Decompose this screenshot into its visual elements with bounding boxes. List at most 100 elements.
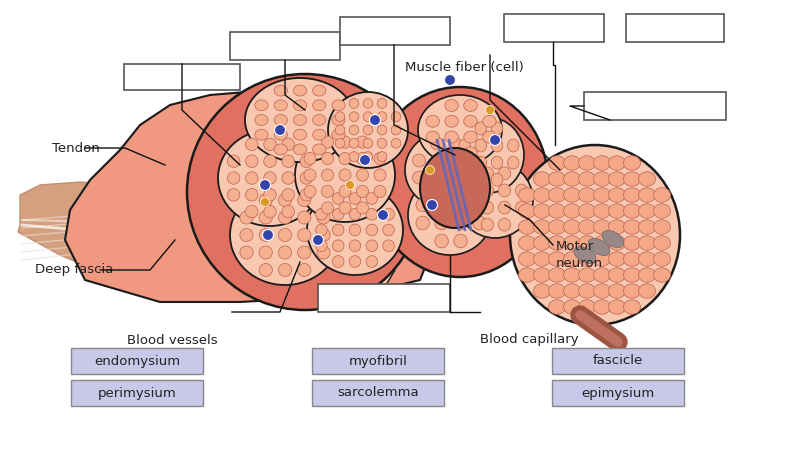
Ellipse shape — [282, 205, 294, 218]
Bar — [71, 380, 203, 406]
Ellipse shape — [328, 92, 408, 168]
Ellipse shape — [534, 220, 550, 234]
Ellipse shape — [594, 204, 610, 218]
Ellipse shape — [638, 236, 655, 250]
Text: Muscle fiber (cell): Muscle fiber (cell) — [405, 62, 524, 75]
Circle shape — [490, 135, 501, 145]
Ellipse shape — [416, 216, 430, 230]
Ellipse shape — [357, 136, 369, 148]
Ellipse shape — [333, 256, 344, 267]
Ellipse shape — [638, 172, 655, 186]
Bar — [124, 64, 240, 90]
Ellipse shape — [383, 240, 394, 252]
Ellipse shape — [491, 122, 502, 135]
Ellipse shape — [449, 154, 462, 167]
Text: perimysium: perimysium — [98, 387, 176, 400]
Ellipse shape — [294, 85, 306, 96]
Ellipse shape — [491, 156, 502, 169]
Ellipse shape — [435, 216, 448, 230]
Ellipse shape — [363, 99, 373, 108]
Ellipse shape — [475, 122, 486, 135]
Ellipse shape — [339, 202, 351, 214]
Ellipse shape — [349, 152, 358, 162]
Ellipse shape — [563, 252, 581, 266]
Ellipse shape — [295, 128, 395, 222]
Ellipse shape — [578, 284, 595, 298]
Ellipse shape — [413, 171, 426, 184]
Ellipse shape — [482, 115, 496, 127]
Ellipse shape — [322, 153, 334, 165]
Ellipse shape — [245, 78, 355, 162]
Bar — [312, 348, 444, 374]
Circle shape — [346, 180, 354, 189]
Circle shape — [486, 105, 494, 114]
Ellipse shape — [515, 184, 528, 197]
Circle shape — [378, 210, 389, 220]
Ellipse shape — [464, 147, 478, 159]
Ellipse shape — [416, 198, 430, 212]
Ellipse shape — [445, 147, 458, 159]
Text: Deep fascia: Deep fascia — [35, 264, 114, 276]
Ellipse shape — [563, 220, 581, 234]
Ellipse shape — [518, 268, 535, 282]
Ellipse shape — [313, 85, 326, 96]
Ellipse shape — [408, 175, 492, 255]
Ellipse shape — [282, 138, 294, 151]
Ellipse shape — [549, 188, 566, 202]
Ellipse shape — [459, 156, 470, 169]
Ellipse shape — [333, 193, 344, 204]
Bar — [552, 380, 684, 406]
Ellipse shape — [534, 252, 550, 266]
Ellipse shape — [457, 162, 533, 238]
Ellipse shape — [578, 300, 595, 314]
Ellipse shape — [449, 137, 462, 150]
Ellipse shape — [363, 125, 373, 135]
Ellipse shape — [383, 224, 394, 236]
Circle shape — [426, 199, 438, 211]
Circle shape — [274, 125, 286, 135]
Ellipse shape — [602, 230, 624, 248]
Text: Tendon: Tendon — [52, 141, 100, 154]
Ellipse shape — [609, 172, 626, 186]
Ellipse shape — [498, 167, 510, 180]
Ellipse shape — [549, 268, 566, 282]
Ellipse shape — [259, 264, 272, 276]
Ellipse shape — [391, 112, 401, 122]
Ellipse shape — [240, 211, 253, 224]
Polygon shape — [65, 90, 430, 302]
Ellipse shape — [491, 139, 502, 152]
Ellipse shape — [294, 115, 306, 126]
Bar — [626, 14, 724, 42]
Circle shape — [313, 234, 323, 246]
Ellipse shape — [374, 185, 386, 198]
Ellipse shape — [317, 229, 330, 242]
Ellipse shape — [654, 252, 670, 266]
Ellipse shape — [300, 172, 313, 184]
Ellipse shape — [482, 167, 494, 180]
Ellipse shape — [623, 300, 641, 314]
Ellipse shape — [475, 139, 486, 152]
Bar — [504, 14, 604, 42]
Ellipse shape — [609, 204, 626, 218]
Ellipse shape — [466, 154, 479, 167]
Ellipse shape — [350, 240, 361, 252]
Ellipse shape — [378, 125, 387, 135]
Ellipse shape — [255, 129, 268, 140]
Text: myofibril: myofibril — [349, 355, 407, 368]
Ellipse shape — [638, 220, 655, 234]
Ellipse shape — [578, 236, 595, 250]
Ellipse shape — [459, 139, 470, 152]
Ellipse shape — [563, 236, 581, 250]
Ellipse shape — [350, 193, 361, 204]
Ellipse shape — [339, 185, 351, 198]
Ellipse shape — [317, 246, 330, 259]
Ellipse shape — [274, 129, 287, 140]
Ellipse shape — [609, 252, 626, 266]
Ellipse shape — [298, 264, 311, 276]
Ellipse shape — [435, 180, 448, 194]
Ellipse shape — [332, 129, 345, 140]
Bar — [340, 17, 450, 45]
Ellipse shape — [246, 155, 258, 167]
Ellipse shape — [563, 300, 581, 314]
Ellipse shape — [264, 172, 276, 184]
